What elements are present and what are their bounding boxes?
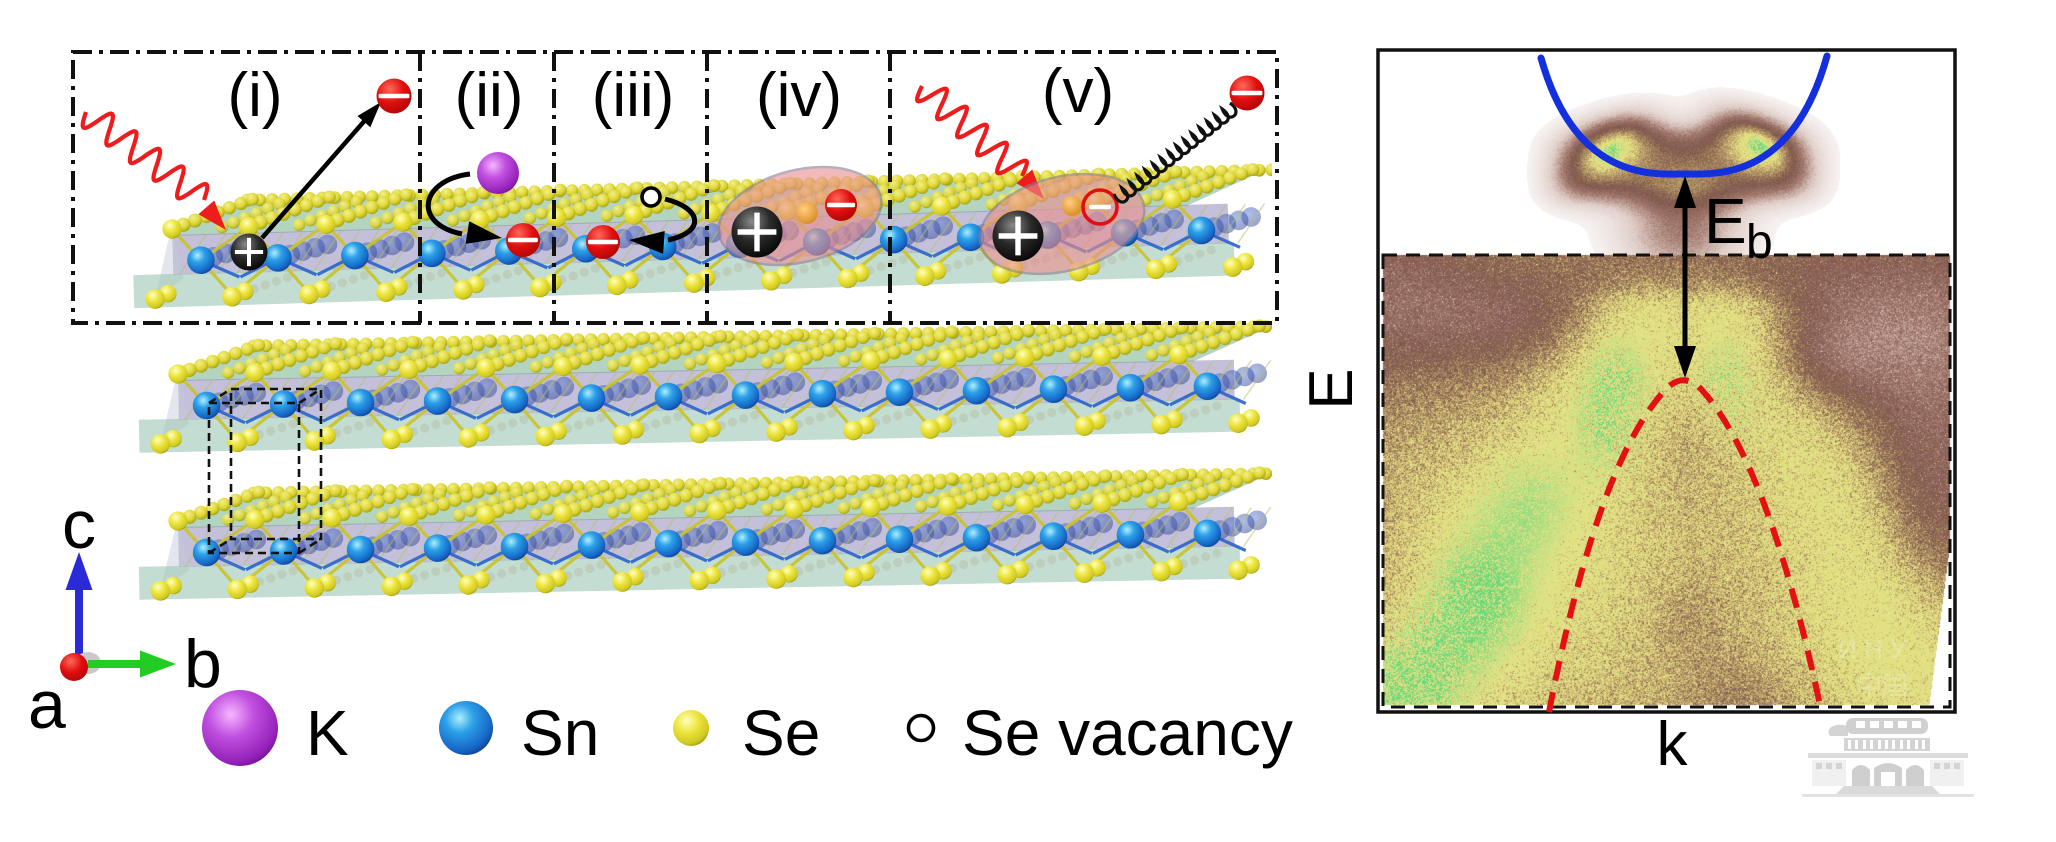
svg-text:K: K	[306, 697, 349, 769]
svg-text:(iv): (iv)	[756, 61, 842, 130]
svg-text:a: a	[28, 667, 66, 743]
svg-text:(ii): (ii)	[455, 61, 524, 130]
svg-text:(i): (i)	[227, 61, 282, 130]
svg-text:k: k	[1657, 710, 1689, 779]
svg-text:Se vacancy: Se vacancy	[962, 697, 1293, 769]
svg-text:c: c	[62, 487, 96, 563]
svg-text:E: E	[1704, 185, 1747, 257]
svg-text:(iii): (iii)	[592, 61, 675, 130]
svg-text:E: E	[1297, 368, 1366, 409]
svg-text:b: b	[184, 626, 222, 702]
svg-text:b: b	[1746, 216, 1773, 269]
svg-text:(v): (v)	[1042, 57, 1114, 126]
svg-text:Se: Se	[742, 697, 820, 769]
svg-text:Sn: Sn	[521, 697, 599, 769]
